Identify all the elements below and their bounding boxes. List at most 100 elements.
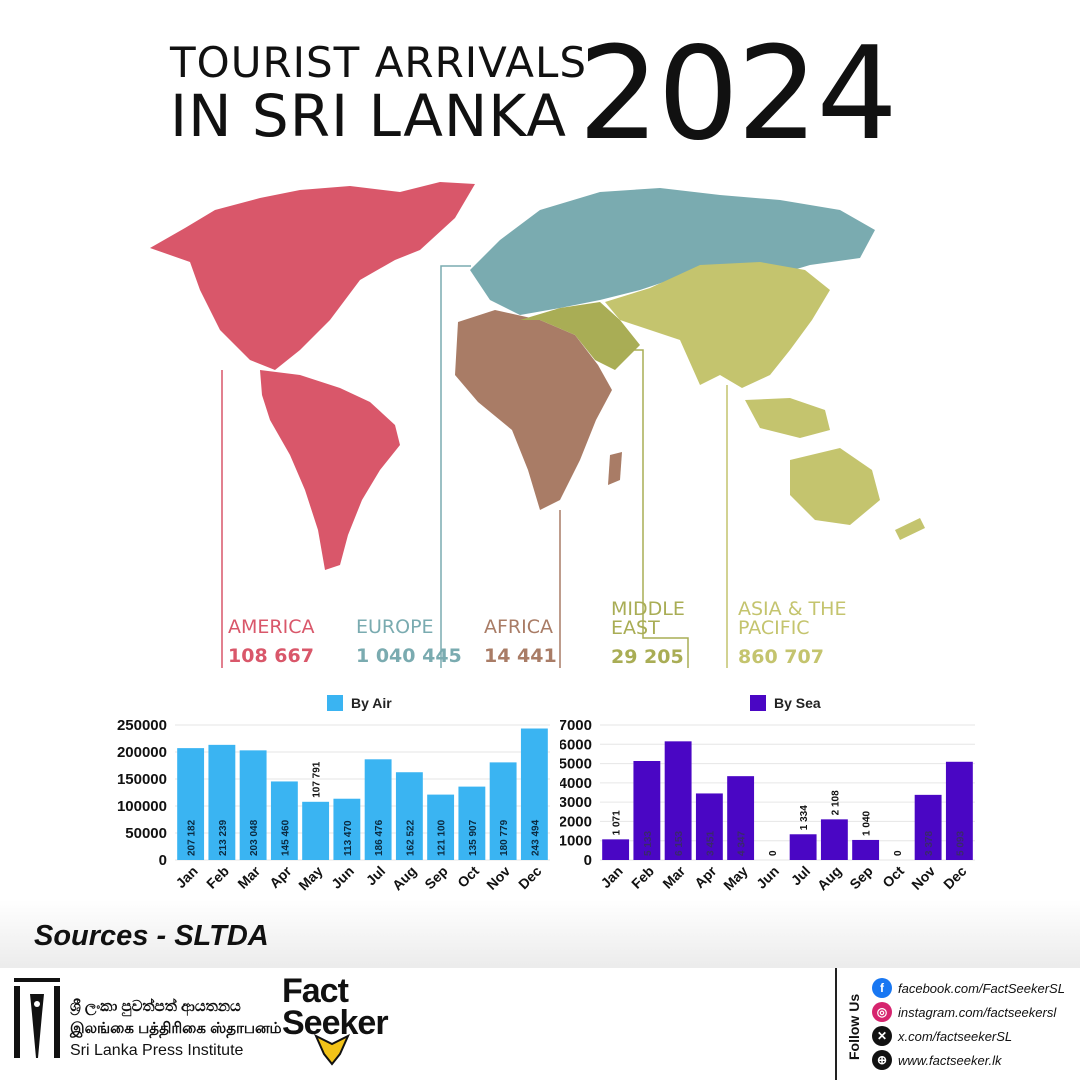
y-tick-label: 250000 <box>117 717 167 734</box>
x-tick-label: Aug <box>814 863 845 894</box>
bar <box>852 839 880 860</box>
bar <box>945 761 973 860</box>
x-tick-label: Oct <box>879 863 907 891</box>
x-tick-label: Jun <box>328 863 357 892</box>
bar <box>633 761 661 860</box>
y-tick-label: 0 <box>159 852 167 869</box>
bar <box>270 781 298 860</box>
region-name: ASIA & THE <box>738 598 847 620</box>
footer-divider <box>835 968 837 1080</box>
x-tick-label: Oct <box>454 863 482 891</box>
bar-value-label: 4 347 <box>737 831 748 856</box>
social-link-text: instagram.com/factseekersl <box>898 1004 1057 1020</box>
bar-value-label: 5 133 <box>643 831 654 856</box>
title-line-2: IN SRI LANKA <box>170 82 567 150</box>
x-tick-label: Apr <box>266 862 295 891</box>
region-name: AMERICA <box>228 616 315 638</box>
region-middle-east: MIDDLE EAST 29 205 <box>611 600 685 669</box>
slpi-name-tamil: இலங்கை பத்திரிகை ஸ்தாபனம் <box>70 1020 282 1037</box>
x-tick-label: May <box>720 863 751 894</box>
factseeker-logo-line2: Seeker <box>282 1004 389 1042</box>
slpi-name-sinhala: ශ්‍රී ලංකා පුවත්පත් ආයතනය <box>70 998 241 1015</box>
legend-label: By Sea <box>774 695 821 711</box>
social-link-text: www.factseeker.lk <box>898 1052 1002 1068</box>
bar <box>914 794 942 860</box>
social-x[interactable]: ✕ x.com/factseekerSL <box>872 1026 1012 1046</box>
legend-swatch <box>327 695 343 711</box>
bar-value-label: 207 182 <box>187 819 198 856</box>
slpi-name-english: Sri Lanka Press Institute <box>70 1042 244 1059</box>
bar-value-label: 243 494 <box>530 819 541 856</box>
x-tick-label: Mar <box>234 862 263 891</box>
legend-swatch <box>750 695 766 711</box>
bar <box>177 748 205 860</box>
bar-value-label: 135 907 <box>468 819 479 856</box>
bar <box>302 801 330 860</box>
x-tick-label: Dec <box>515 863 545 893</box>
social-website[interactable]: ⊕ www.factseeker.lk <box>872 1050 1002 1070</box>
y-tick-label: 4000 <box>560 775 592 792</box>
x-tick-label: Aug <box>389 863 420 894</box>
legend-label: By Air <box>351 695 392 711</box>
region-name: EUROPE <box>356 616 434 638</box>
facebook-icon: f <box>872 978 892 998</box>
footer-fade <box>0 900 1080 980</box>
x-tick-label: Sep <box>846 863 875 892</box>
bar <box>239 750 267 860</box>
y-tick-label: 6000 <box>560 736 592 753</box>
region-value: 29 205 <box>611 646 684 668</box>
follow-us-label: Follow Us <box>846 993 862 1060</box>
bird-icon <box>313 1033 351 1066</box>
y-tick-label: 5000 <box>560 756 592 773</box>
region-africa: AFRICA 14 441 <box>484 618 557 668</box>
y-tick-label: 7000 <box>560 717 592 734</box>
x-tick-label: Feb <box>628 863 657 892</box>
bar-value-label: 113 470 <box>343 820 354 856</box>
bar-value-label: 1 071 <box>612 810 623 835</box>
social-instagram[interactable]: ◎ instagram.com/factseekersl <box>872 1002 1056 1022</box>
x-tick-label: Nov <box>908 863 938 893</box>
chart-by-sea: 0 1000 2000 3000 4000 5000 6000 7000 1 071 Jan 5 1… <box>560 717 975 894</box>
x-tick-label: Jul <box>363 863 389 889</box>
bar <box>727 776 755 860</box>
social-facebook[interactable]: f facebook.com/FactSeekerSL <box>872 978 1065 998</box>
footer: ශ්‍රී ලංකා පුවත්පත් ආයතනය இலங்கை பத்திரி… <box>0 968 1080 1080</box>
y-tick-label: 1000 <box>560 833 592 850</box>
region-name-2: EAST <box>611 617 660 639</box>
bar-value-label: 107 791 <box>312 761 323 798</box>
bar-value-label: 6 153 <box>674 831 685 856</box>
y-tick-label: 2000 <box>560 813 592 830</box>
legend-by-air: By Air <box>327 695 392 711</box>
region-value: 108 667 <box>228 645 314 667</box>
x-tick-label: Jul <box>788 863 814 889</box>
bar <box>820 819 848 860</box>
bar-value-label: 203 048 <box>249 819 260 856</box>
y-tick-label: 50000 <box>125 825 167 842</box>
bar-value-label: 145 460 <box>280 819 291 856</box>
bar <box>395 772 423 860</box>
legend-by-sea: By Sea <box>750 695 821 711</box>
social-link-text: x.com/factseekerSL <box>898 1028 1013 1044</box>
bar-value-label: 180 779 <box>499 819 510 856</box>
region-value: 14 441 <box>484 645 557 667</box>
bar-value-label: 2 108 <box>830 790 841 815</box>
bar <box>602 839 630 860</box>
africa-region <box>455 310 622 510</box>
bar-value-label: 1 040 <box>862 810 873 835</box>
x-tick-label: Mar <box>659 862 688 891</box>
x-tick-label: Jan <box>597 863 625 891</box>
y-tick-label: 3000 <box>560 794 592 811</box>
x-tick-label: Jan <box>172 863 200 891</box>
middle-east-region <box>520 302 640 370</box>
bar-value-label: 121 100 <box>437 819 448 856</box>
bar-value-label: 0 <box>893 850 904 856</box>
x-tick-label: Feb <box>203 863 232 892</box>
bar-value-label: 0 <box>768 850 779 856</box>
america-region <box>150 182 475 570</box>
globe-icon: ⊕ <box>872 1050 892 1070</box>
title-year: 2024 <box>578 20 898 169</box>
bar-value-label: 1 334 <box>799 805 810 830</box>
bar <box>489 762 517 860</box>
x-icon: ✕ <box>872 1026 892 1046</box>
y-tick-label: 150000 <box>117 771 167 788</box>
